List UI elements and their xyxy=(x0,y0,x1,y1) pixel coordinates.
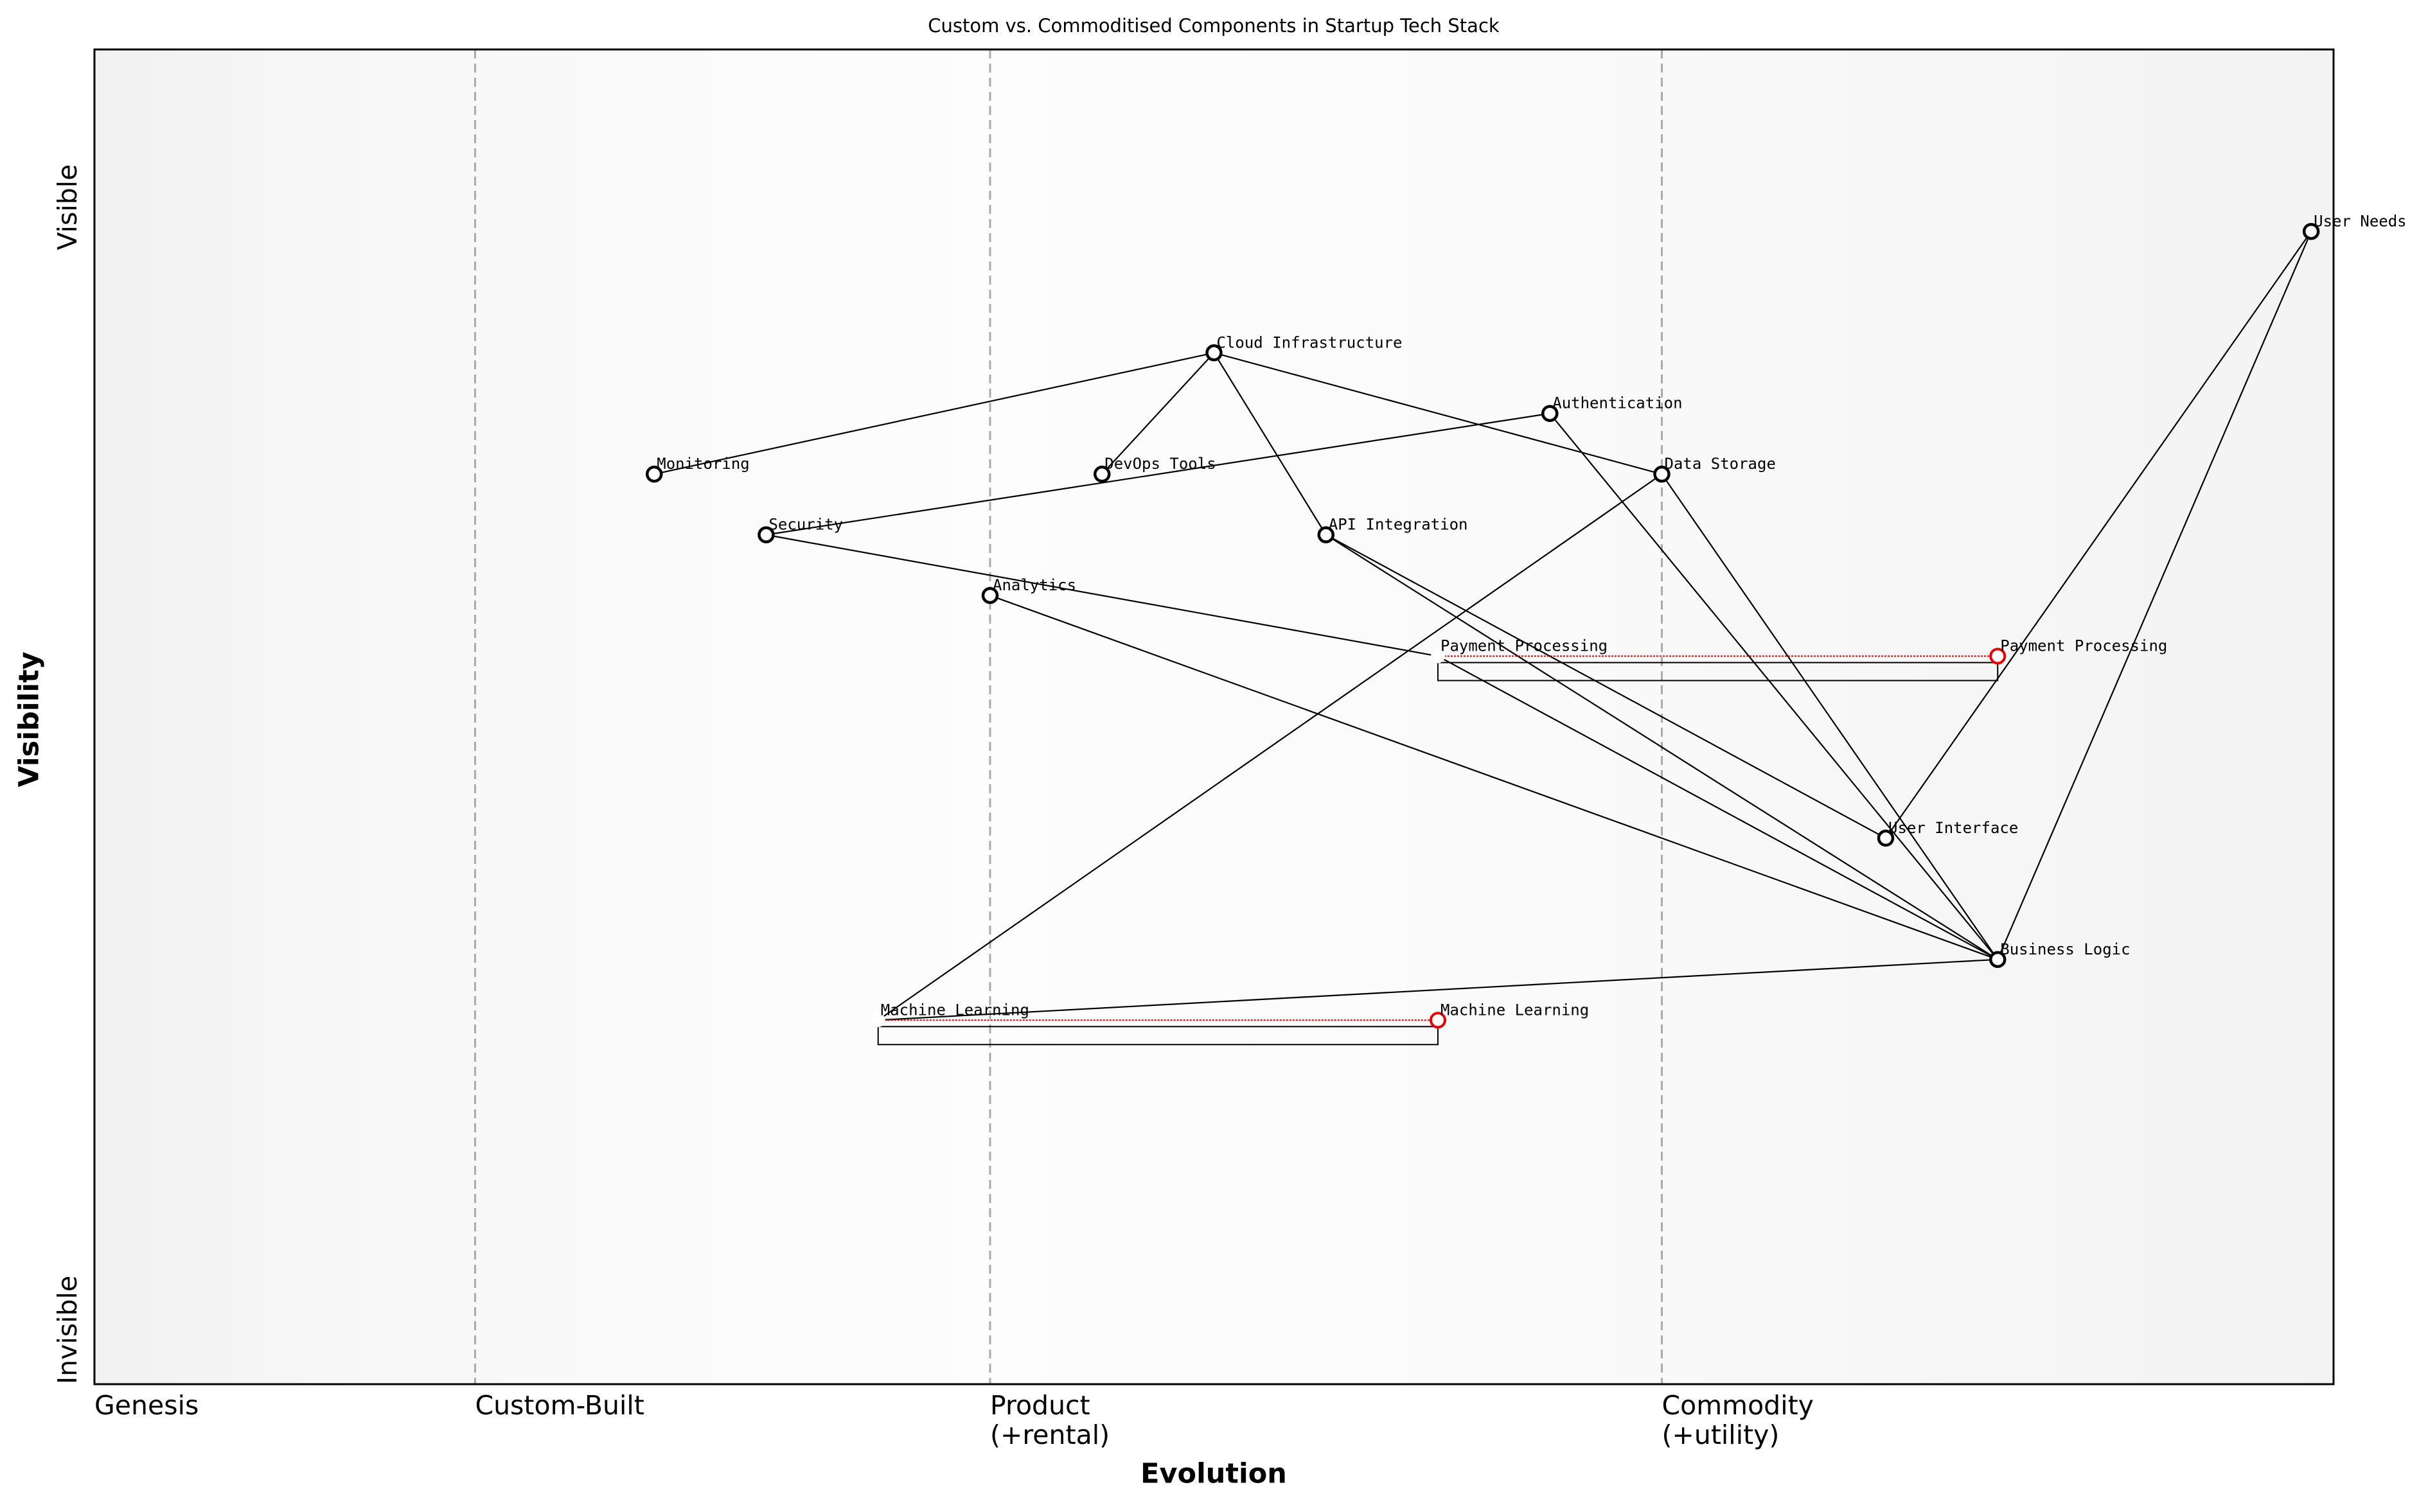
link xyxy=(878,958,1998,1021)
component xyxy=(981,586,999,604)
link xyxy=(1437,655,1998,960)
component-label: User Needs xyxy=(2314,212,2407,230)
component xyxy=(1989,951,2007,969)
y-axis-title: Visibility xyxy=(13,651,46,787)
plot-background xyxy=(94,49,2334,1384)
component-label: Authentication xyxy=(1552,394,1682,412)
evolved-label: Payment Processing xyxy=(2000,637,2167,655)
x-tick-label: Genesis xyxy=(94,1390,199,1421)
component-label: Analytics xyxy=(993,576,1076,594)
component xyxy=(1317,526,1334,543)
component-label: Business Logic xyxy=(2000,940,2130,958)
component-label: Data Storage xyxy=(1665,455,1776,473)
link xyxy=(766,412,1550,536)
component-label: User Interface xyxy=(1888,819,2018,837)
evolution-box xyxy=(1437,662,1999,681)
link xyxy=(1101,352,1215,475)
evolved-component xyxy=(1430,1012,1446,1029)
evolved-component xyxy=(1989,647,2007,665)
component-label: DevOps Tools xyxy=(1104,455,1216,473)
evolution-box xyxy=(877,1026,1439,1046)
component-label: Payment Processing xyxy=(1440,637,1608,655)
component xyxy=(1653,465,1670,483)
plot-layer: User Needs Cloud Infrastructure Authentica… xyxy=(474,49,2407,1384)
link xyxy=(1325,534,1998,960)
link xyxy=(1214,352,1662,475)
component-label: API Integration xyxy=(1329,516,1468,534)
link xyxy=(989,595,1998,960)
link xyxy=(1997,231,2312,960)
link xyxy=(1661,473,1999,960)
y-tick-label: Invisible xyxy=(52,1276,83,1384)
component xyxy=(1877,829,1895,847)
component xyxy=(2302,223,2320,240)
link xyxy=(1325,534,1886,839)
evolved-label: Machine Learning xyxy=(1440,1001,1589,1019)
plot-frame xyxy=(93,48,2335,1385)
component-label: Security xyxy=(769,516,844,534)
link xyxy=(1549,413,1999,960)
x-tick-label: Custom-Built xyxy=(475,1390,644,1421)
component xyxy=(1205,344,1223,362)
x-tick-label: Product (+rental) xyxy=(990,1390,1110,1450)
link xyxy=(878,473,1663,1021)
component xyxy=(1541,405,1559,422)
component xyxy=(1094,465,1111,483)
component xyxy=(758,526,775,543)
y-tick-label: Visible xyxy=(52,164,83,251)
x-tick-label: Commodity (+utility) xyxy=(1662,1390,1814,1450)
chart-title: Custom vs. Commoditised Components in St… xyxy=(928,15,1500,37)
component-origin xyxy=(1431,649,1445,664)
component-label: Cloud Infrastructure xyxy=(1217,333,1403,351)
link xyxy=(766,534,1439,657)
component-label: Monitoring xyxy=(657,455,750,473)
link xyxy=(1213,352,1327,536)
component xyxy=(646,465,663,483)
link xyxy=(1885,231,2312,839)
link xyxy=(654,352,1214,475)
component-origin xyxy=(871,1013,885,1028)
x-axis-title: Evolution xyxy=(1140,1458,1287,1490)
component-label: Machine Learning xyxy=(881,1001,1029,1019)
